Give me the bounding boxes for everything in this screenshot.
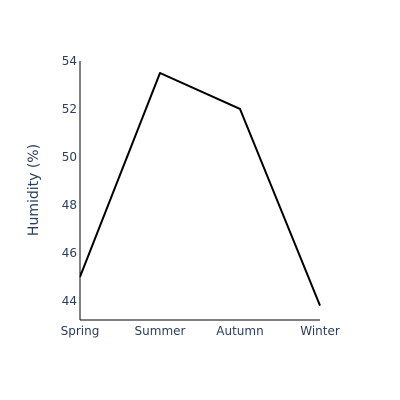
x-axis-ticks: Spring Summer Autumn Winter — [61, 324, 340, 338]
y-tick-label: 46 — [62, 246, 77, 260]
y-axis-title: Humidity (%) — [26, 144, 42, 236]
x-tick-label: Autumn — [216, 324, 263, 338]
y-axis-ticks: 44 46 48 50 52 54 — [62, 54, 77, 308]
y-tick-label: 52 — [62, 102, 77, 116]
y-tick-label: 44 — [62, 294, 77, 308]
series-group — [79, 71, 321, 306]
x-tick-label: Winter — [300, 324, 340, 338]
y-tick-label: 48 — [62, 198, 77, 212]
y-tick-label: 54 — [62, 54, 77, 68]
y-tick-label: 50 — [62, 150, 77, 164]
series-line — [79, 71, 321, 306]
x-tick-label: Spring — [61, 324, 100, 338]
x-tick-label: Summer — [135, 324, 186, 338]
